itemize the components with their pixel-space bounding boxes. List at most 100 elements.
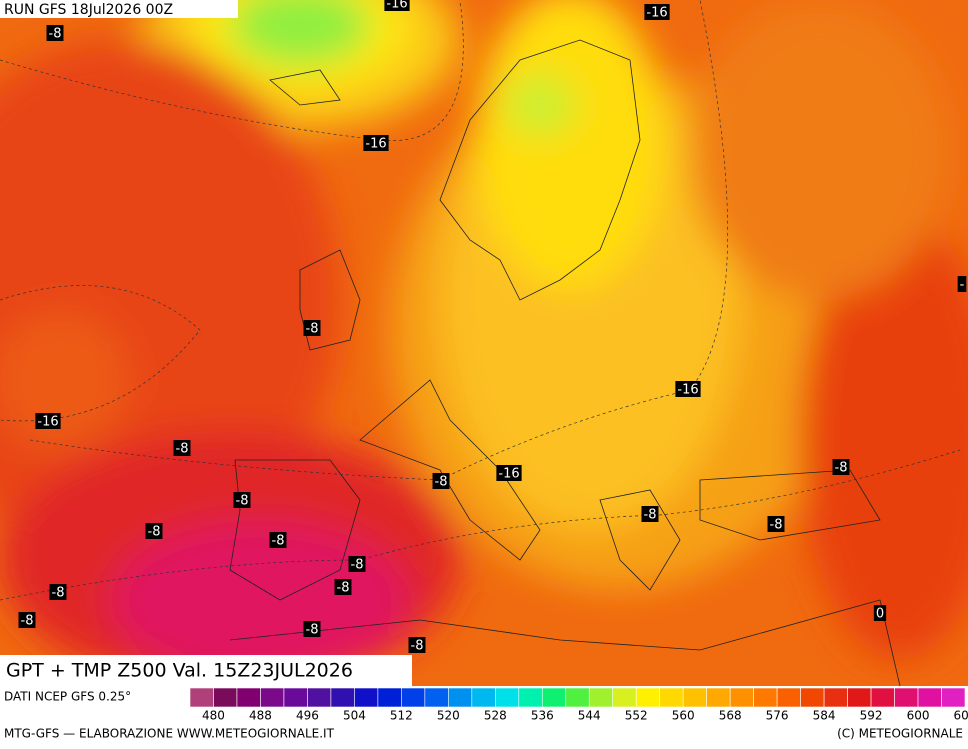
title-box — [0, 655, 412, 686]
contour-label: -8 — [46, 25, 64, 42]
contour-label-bg — [432, 473, 450, 489]
colorbar-swatch — [612, 687, 637, 708]
source-label: DATI NCEP GFS 0.25° — [4, 690, 131, 704]
contour-label-bg — [832, 459, 850, 475]
colorbar-swatch — [729, 687, 754, 708]
colorbar-swatch — [565, 687, 590, 708]
colorbar-swatch — [471, 687, 496, 708]
contour-label-bg — [348, 556, 366, 572]
contour-label-bg — [957, 276, 967, 292]
colorbar-label: 592 — [860, 709, 883, 723]
contour-label-bg — [496, 465, 522, 481]
colorbar-swatch — [870, 687, 895, 708]
contour-label-bg — [675, 381, 701, 397]
contour-label-text: -16 — [677, 383, 698, 398]
contour-label-text: -8 — [306, 322, 319, 337]
colorbar-swatch — [588, 687, 614, 708]
colorbar-swatch — [283, 687, 308, 708]
contour-label-text: -8 — [770, 518, 783, 533]
contour-label-bg — [49, 584, 67, 600]
colorbar-label: 552 — [625, 709, 648, 723]
colorbar-swatch — [894, 687, 919, 708]
colorbar-swatch — [518, 687, 543, 708]
colorbar-label: 544 — [578, 709, 601, 723]
colorbar-swatch — [823, 687, 848, 708]
contour-label-bg — [641, 506, 659, 522]
contour-label-bg — [408, 637, 426, 653]
contour-label-bg — [18, 612, 36, 628]
colorbar-swatch — [495, 687, 520, 708]
colorbar-label: 576 — [766, 709, 789, 723]
temperature-isolines — [0, 0, 961, 601]
contour-label-text: -8 — [176, 442, 189, 457]
colorbar-swatch — [917, 687, 942, 708]
contour-label-bg — [873, 605, 887, 621]
contour-label-text: -8 — [351, 558, 364, 573]
contour-label-text: -8 — [835, 461, 848, 476]
contour-label-text: -16 — [37, 415, 58, 430]
colorbar-label: 496 — [296, 709, 319, 723]
run-box — [0, 0, 238, 18]
colorbar-swatch — [682, 687, 707, 708]
colorbar-swatch — [706, 687, 731, 708]
contour-label: -8 — [233, 492, 251, 509]
contour-label: -8 — [432, 473, 450, 490]
contour-label-bg — [644, 4, 670, 20]
contour-label-bg — [173, 440, 191, 456]
colorbar-swatch — [330, 687, 355, 708]
contour-label-bg — [46, 25, 64, 41]
contour-label-text: -8 — [236, 494, 249, 509]
contour-label: -16 — [363, 135, 389, 152]
colorbar-swatch — [847, 687, 872, 708]
colorbar-label: 528 — [484, 709, 507, 723]
contour-label-bg — [35, 413, 61, 429]
colorbar-swatch — [424, 687, 449, 708]
contour-label-text: -8 — [21, 614, 34, 629]
colorbar-label: 560 — [672, 709, 695, 723]
colorbar-label: 584 — [813, 709, 836, 723]
footer-left: MTG-GFS — ELABORAZIONE WWW.METEOGIORNALE… — [4, 727, 335, 741]
colorbar-swatch — [354, 687, 379, 708]
coastlines — [229, 39, 901, 686]
colorbar-swatch — [941, 687, 966, 708]
contour-label: -8 — [832, 459, 850, 476]
colorbar-label: 512 — [390, 709, 413, 723]
contour-label-text: -16 — [365, 137, 386, 152]
map-title: GPT + TMP Z500 Val. 15Z23JUL2026 — [6, 660, 353, 682]
colorbar-swatch — [401, 687, 426, 708]
colorbar-swatch — [213, 687, 238, 708]
contour-label-text: -8 — [148, 525, 161, 540]
contour-label-text: - — [960, 278, 965, 293]
contour-label: -16 — [496, 465, 522, 482]
colorbar-label: 600 — [907, 709, 930, 723]
colorbar-swatch — [776, 687, 801, 708]
contour-label: -8 — [49, 584, 67, 601]
contour-label-text: -16 — [498, 467, 519, 482]
contour-label: -8 — [18, 612, 36, 629]
contour-label-bg — [303, 621, 321, 637]
contour-label: -16 — [675, 381, 701, 398]
contour-label-bg — [384, 0, 410, 11]
contour-label: 0 — [873, 605, 887, 622]
contour-label: -8 — [145, 523, 163, 540]
colorbar-swatch — [377, 687, 402, 708]
contour-label-bg — [303, 320, 321, 336]
contour-label: -8 — [173, 440, 191, 457]
contour-label: -16 — [35, 413, 61, 430]
run-label: RUN GFS 18Jul2026 00Z — [4, 2, 173, 18]
contour-label-text: -8 — [337, 581, 350, 596]
colorbar-label: 520 — [437, 709, 460, 723]
contour-label-text: -8 — [52, 586, 65, 601]
contour-label-bg — [363, 135, 389, 151]
colorbar-label: 488 — [249, 709, 272, 723]
colorbar-label: 536 — [531, 709, 554, 723]
contour-label: -16 — [644, 4, 670, 21]
contour-label: -8 — [334, 579, 352, 596]
contour-label: -8 — [269, 532, 287, 549]
contour-labels: -8-16-16-16-8-16-8-8-16-16-8-8-8-8-8-8-8… — [18, 0, 967, 654]
colorbar-swatch — [189, 687, 214, 708]
contour-label: -8 — [767, 516, 785, 533]
contour-label-text: -8 — [49, 27, 62, 42]
colorbar: 480 488 496 504 512 520 528 536 544 552 560 568 576 5… — [189, 687, 968, 723]
